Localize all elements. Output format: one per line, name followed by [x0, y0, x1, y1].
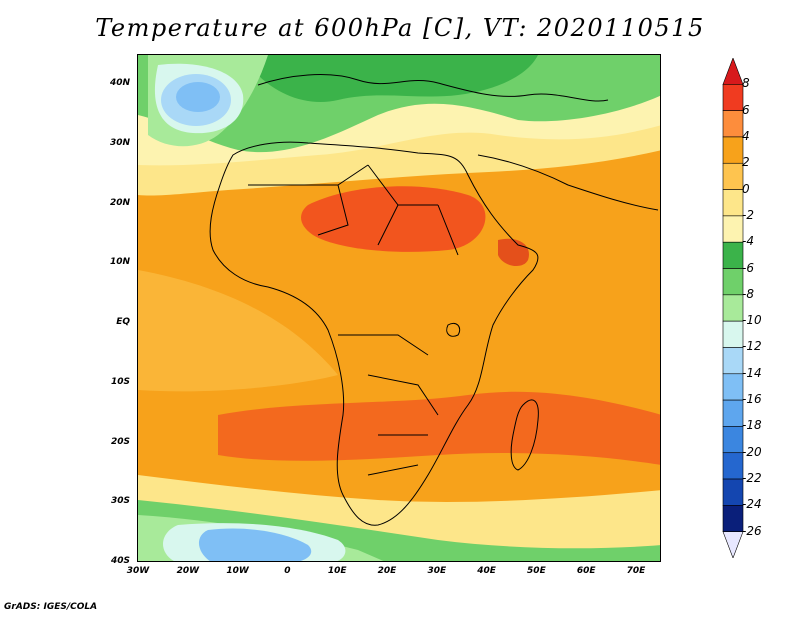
colorbar-swatch: [722, 189, 744, 217]
colorbar-swatch: [722, 347, 744, 375]
lon-label: 70E: [626, 566, 646, 576]
lat-label: 40S: [110, 556, 130, 566]
lat-label: 20N: [109, 197, 130, 208]
colorbar-label: 8: [742, 76, 750, 91]
coastlines: [209, 74, 659, 526]
lat-label: 20S: [110, 436, 130, 447]
colorbar-swatch: [722, 241, 744, 269]
lon-label: 0: [284, 566, 291, 576]
lat-label: 10S: [110, 376, 130, 387]
colorbar-label: 2: [742, 155, 750, 170]
colorbar-label: 4: [742, 128, 750, 143]
lat-label: 30N: [109, 137, 130, 148]
lon-label: 10E: [327, 566, 347, 576]
lon-label: 40E: [477, 566, 496, 576]
africa-coastline: [209, 141, 539, 526]
madagascar-coastline: [510, 399, 539, 471]
colorbar-label: -20: [742, 444, 762, 459]
south-blue-blob: [199, 528, 312, 561]
colorbar-swatch: [722, 84, 744, 111]
north-blue-core: [176, 82, 220, 112]
colorbar-label: -14: [742, 365, 762, 380]
lon-label: 60E: [576, 566, 596, 576]
lon-label: 50E: [527, 566, 546, 576]
arabia-coastline: [477, 154, 659, 211]
colorbar-label: -10: [742, 313, 762, 328]
lon-label: 20E: [377, 566, 397, 576]
lon-label: 10W: [226, 566, 249, 576]
lat-label: EQ: [116, 317, 130, 327]
colorbar-label: -22: [742, 471, 762, 486]
colorbar-swatch: [722, 373, 744, 401]
temperature-map: [137, 54, 661, 562]
equator-light-band: [138, 270, 338, 392]
colorbar-label: -24: [742, 497, 762, 512]
colorbar-swatch: [722, 399, 744, 427]
colorbar-swatch: [722, 162, 744, 190]
africa-borders-south: [338, 334, 439, 476]
colorbar-label: -18: [742, 418, 762, 433]
colorbar-swatch: [722, 215, 744, 243]
colorbar-swatch: [722, 294, 744, 322]
colorbar-swatch: [722, 478, 744, 506]
colorbar-label: -16: [742, 392, 762, 407]
lat-label: 10N: [109, 257, 130, 268]
colorbar-swatch: [722, 110, 744, 138]
colorbar-label: -8: [742, 286, 754, 301]
colorbar-label: 0: [742, 181, 750, 196]
colorbar-swatch: [722, 426, 744, 454]
colorbar-swatch: [722, 531, 744, 558]
colorbar: [722, 58, 744, 558]
lat-label: 40N: [109, 78, 130, 88]
colorbar-label: -26: [742, 523, 762, 538]
lake-victoria: [446, 322, 461, 337]
colorbar-swatch: [722, 320, 744, 348]
lon-label: 30E: [427, 566, 447, 576]
lat-label: 30S: [110, 496, 130, 507]
colorbar-swatch: [722, 452, 744, 480]
lon-label: 30W: [126, 566, 150, 576]
south-hot-band: [218, 391, 660, 465]
africa-borders-north: [248, 164, 459, 256]
colorbar-swatch: [722, 58, 744, 85]
colorbar-label: -12: [742, 339, 762, 354]
lon-label: 20W: [176, 566, 200, 576]
europe-coastline: [257, 74, 609, 102]
map-title: Temperature at 600hPa [C], VT: 202011051…: [95, 14, 705, 42]
colorbar-label: -4: [742, 234, 754, 249]
colorbar-label: -2: [742, 207, 754, 222]
colorbar-swatch: [722, 136, 744, 164]
colorbar-swatch: [722, 268, 744, 296]
grads-credit: GrADS: IGES/COLA: [4, 602, 98, 612]
temperature-field: [138, 55, 660, 561]
colorbar-swatch: [722, 505, 744, 532]
sahara-hot-spot: [301, 186, 486, 252]
colorbar-label: 6: [742, 102, 750, 117]
colorbar-label: -6: [742, 260, 754, 275]
